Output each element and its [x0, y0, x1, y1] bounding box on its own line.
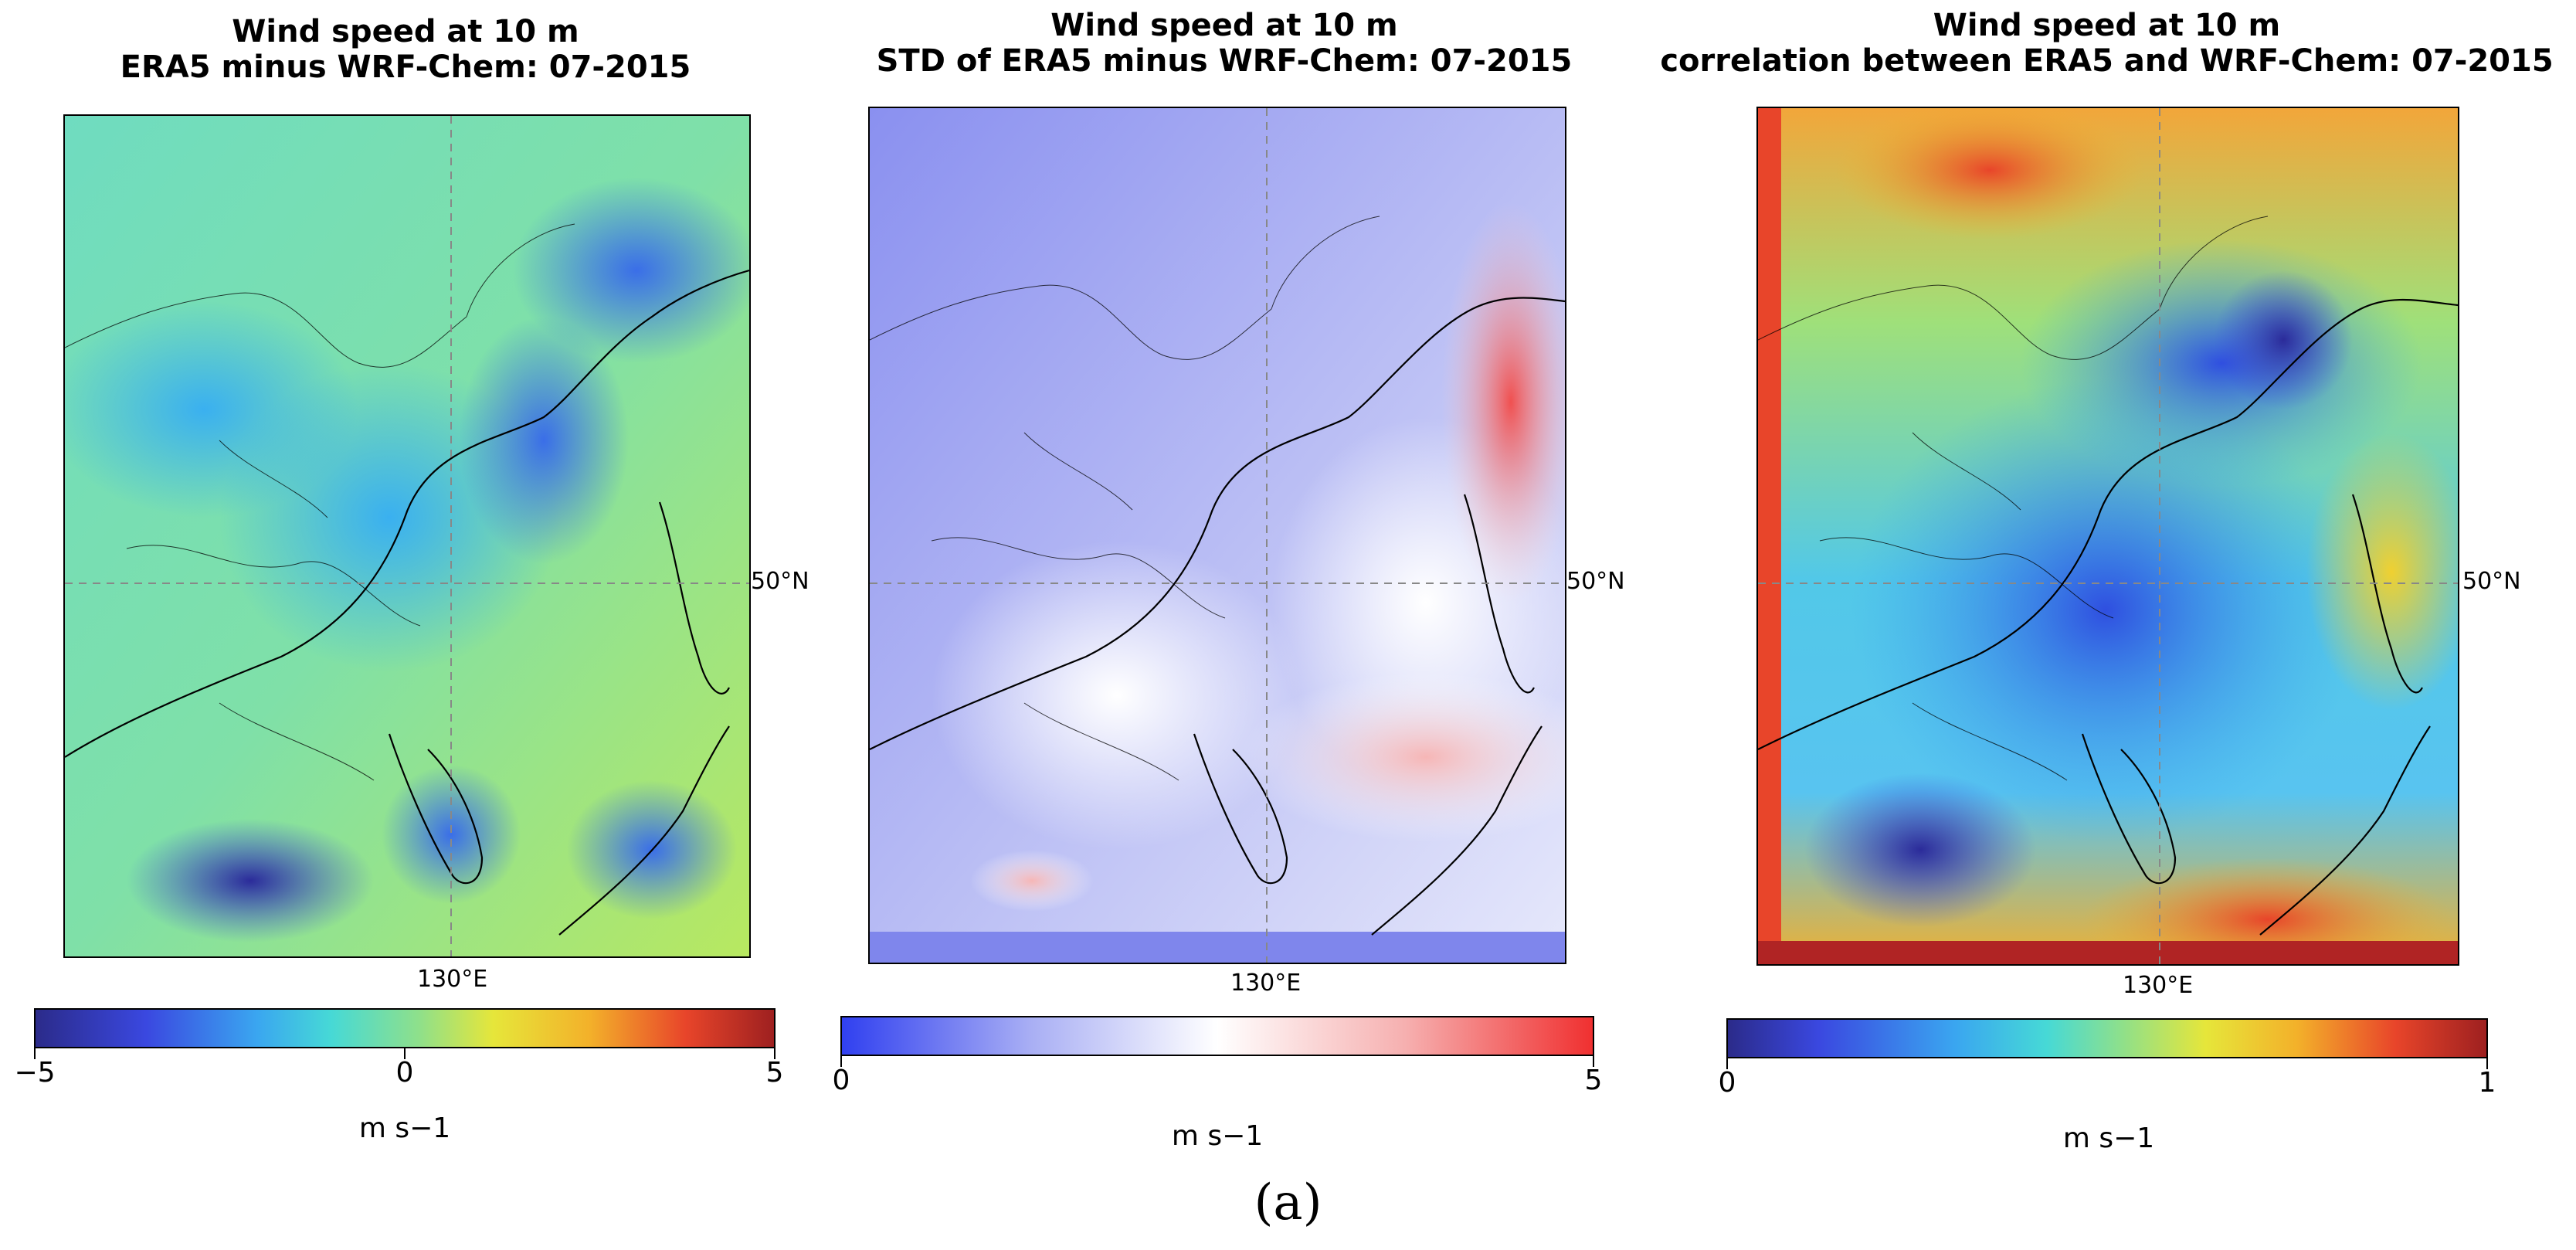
field-blob — [2306, 433, 2458, 711]
field-band — [1758, 941, 2458, 964]
colorbar-unit: m s−1 — [358, 1112, 451, 1144]
coastlines — [1758, 298, 2458, 936]
panel-title-line1: Wind speed at 10 m — [1050, 8, 1398, 43]
field-blob — [1804, 773, 2036, 927]
field-band — [1758, 108, 1781, 964]
field-blob — [1835, 108, 2144, 239]
colorbar-tick — [1593, 1056, 1594, 1067]
field-blob — [1441, 201, 1565, 603]
field-blob — [970, 850, 1094, 912]
map-difference — [63, 114, 751, 958]
map-svg — [870, 108, 1565, 963]
borders — [870, 216, 1380, 781]
colorbar-tick — [1726, 1058, 1728, 1069]
borders — [1758, 216, 2269, 781]
panel-correlation: Wind speed at 10 m correlation between E… — [1638, 0, 2576, 1159]
lat-tick-label: 50°N — [1566, 568, 1625, 595]
panel-difference: Wind speed at 10 m ERA5 minus WRF-Chem: … — [0, 0, 811, 1159]
colorbar-unit: m s−1 — [1171, 1120, 1264, 1152]
panel-title-line1: Wind speed at 10 m — [232, 14, 579, 49]
colorbar-min-label: 0 — [1718, 1067, 1736, 1099]
field-band — [870, 932, 1565, 963]
colorbar — [34, 1008, 776, 1048]
field-blob — [932, 541, 1302, 850]
panel-title-line2: ERA5 minus WRF-Chem: 07-2015 — [120, 49, 691, 85]
colorbar-tick — [34, 1048, 36, 1059]
field-blob — [1851, 379, 2360, 842]
panel-std: Wind speed at 10 m STD of ERA5 minus WRF… — [811, 0, 1638, 1159]
colorbar-unit: m s−1 — [2062, 1123, 2155, 1154]
colorbar-mid-label: 0 — [395, 1057, 414, 1089]
figure-label: (a) — [1254, 1174, 1322, 1231]
colorbar — [1726, 1018, 2488, 1058]
field-blob — [459, 317, 629, 564]
colorbar-max-label: 5 — [1584, 1065, 1603, 1096]
borders — [65, 223, 575, 781]
colorbar-tick — [404, 1048, 406, 1059]
field-blob — [127, 819, 374, 943]
colorbar-min-label: −5 — [14, 1057, 56, 1089]
field-blob — [513, 178, 749, 363]
colorbar-min-label: 0 — [832, 1065, 850, 1096]
colorbar-max-label: 5 — [765, 1057, 784, 1089]
coastlines — [65, 269, 749, 936]
map-std — [868, 107, 1566, 964]
panel-title-line2: STD of ERA5 minus WRF-Chem: 07-2015 — [876, 43, 1573, 79]
lon-tick-label: 130°E — [417, 966, 488, 993]
colorbar — [840, 1016, 1594, 1056]
lon-tick-label: 130°E — [2123, 972, 2194, 999]
map-svg — [65, 116, 749, 956]
colorbar-tick — [774, 1048, 776, 1059]
panel-title-line2: correlation between ERA5 and WRF-Chem: 0… — [1660, 43, 2554, 79]
map-svg — [1758, 108, 2458, 964]
coastlines — [870, 297, 1565, 936]
field-blob — [2214, 270, 2353, 409]
colorbar-tick — [2486, 1058, 2488, 1069]
lon-tick-label: 130°E — [1230, 970, 1302, 997]
lat-tick-label: 50°N — [2462, 568, 2521, 595]
panel-title-line1: Wind speed at 10 m — [1933, 8, 2281, 43]
lat-tick-label: 50°N — [751, 568, 809, 595]
field-blob — [2082, 858, 2453, 964]
field-blob — [382, 765, 521, 904]
map-correlation — [1756, 107, 2459, 966]
colorbar-max-label: 1 — [2478, 1067, 2496, 1099]
colorbar-tick — [840, 1056, 842, 1067]
field-blob — [1240, 672, 1565, 842]
